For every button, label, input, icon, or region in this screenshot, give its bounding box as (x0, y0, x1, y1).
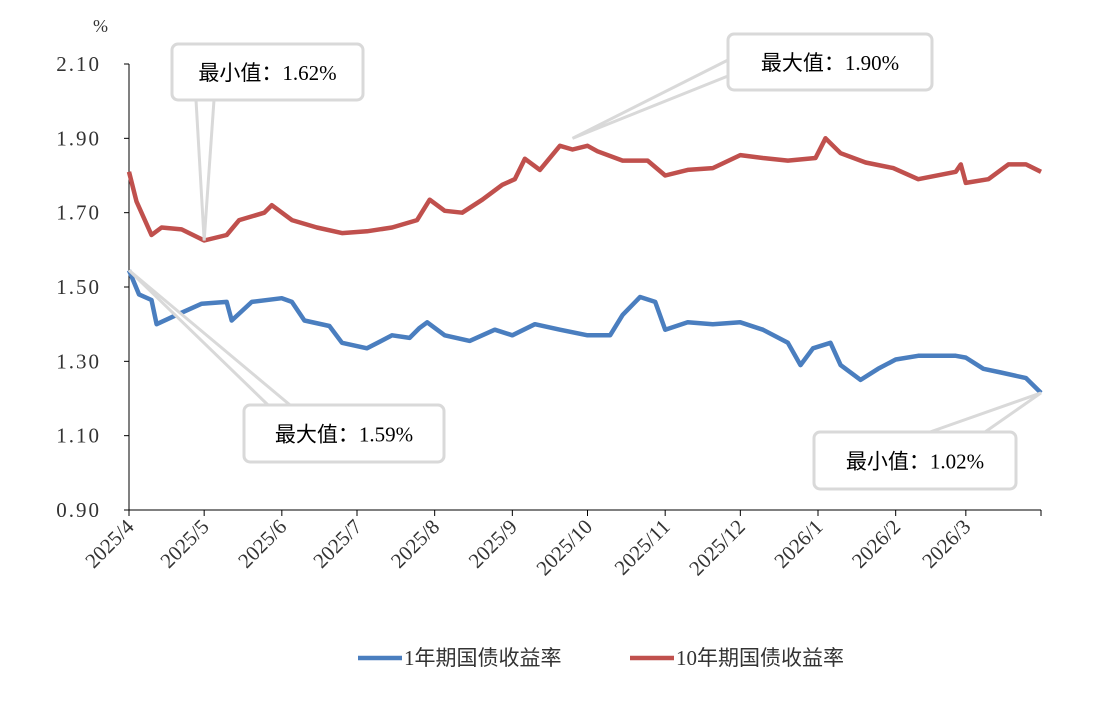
legend-label: 10年期国债收益率 (676, 646, 844, 670)
y-tick-label: 1.30 (56, 349, 101, 373)
series-line-1y (126, 269, 1043, 395)
callout-pointer (929, 391, 1042, 434)
annotation-callout: 最小值：1.62% (170, 42, 365, 241)
x-tick-label: 2026/2 (847, 515, 905, 573)
y-tick-label: 0.90 (56, 498, 101, 522)
annotation-callout: 最大值：1.59% (127, 269, 446, 464)
x-tick-label: 2025/6 (233, 515, 291, 573)
series-line-10y (126, 136, 1042, 243)
y-tick-label: 1.70 (56, 201, 101, 225)
y-tick-label: 1.50 (56, 275, 101, 299)
y-tick-label: 1.10 (56, 424, 101, 448)
annotation-text: 最小值：1.02% (846, 450, 984, 474)
y-tick-label: 1.90 (56, 126, 101, 150)
callout-pointer (127, 269, 295, 407)
callout-box (812, 430, 1018, 491)
annotation-callout: 最小值：1.02% (812, 391, 1042, 491)
x-tick-label: 2026/3 (917, 515, 975, 573)
annotation-text: 最大值：1.59% (275, 423, 413, 447)
x-tick-label: 2025/4 (80, 514, 139, 573)
x-tick-label: 2025/11 (610, 515, 675, 580)
y-axis-unit: % (93, 16, 108, 36)
callout-box (726, 32, 934, 92)
annotation-text: 最小值：1.62% (198, 61, 336, 85)
x-tick-label: 2025/5 (155, 515, 213, 573)
annotation-callout: 最大值：1.90% (571, 32, 934, 140)
callout-pointer (571, 57, 730, 140)
x-tick-label: 2025/8 (386, 515, 444, 573)
x-tick-label: 2025/10 (531, 515, 597, 581)
legend-item: 10年期国债收益率 (630, 646, 844, 670)
x-tick-label: 2026/1 (769, 515, 827, 573)
x-tick-label: 2025/7 (308, 515, 366, 573)
y-tick-label: 2.10 (56, 52, 101, 76)
callout-box (242, 403, 446, 464)
callout-pointer (194, 98, 216, 241)
x-tick-label: 2025/9 (464, 515, 522, 573)
legend-item: 1年期国债收益率 (358, 646, 562, 670)
callout-box (170, 42, 365, 102)
legend-label: 1年期国债收益率 (404, 646, 562, 670)
annotation-text: 最大值：1.90% (761, 51, 899, 75)
x-tick-label: 2025/12 (684, 515, 750, 581)
